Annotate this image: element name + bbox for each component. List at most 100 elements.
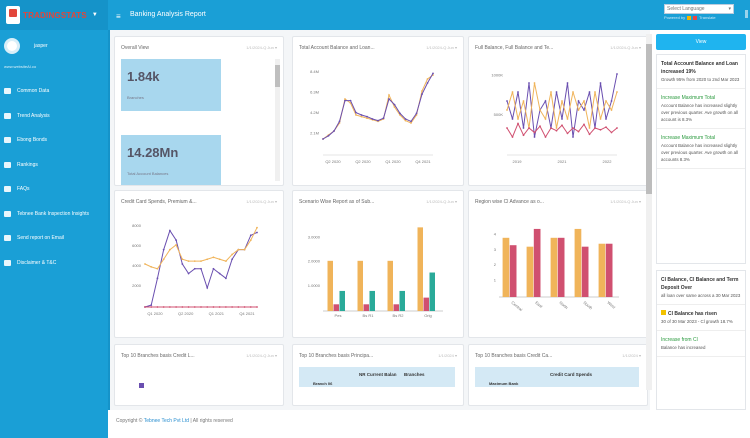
data-point[interactable] bbox=[399, 112, 401, 115]
data-point[interactable] bbox=[256, 226, 258, 229]
data-point[interactable] bbox=[599, 118, 602, 120]
data-point[interactable] bbox=[193, 306, 196, 308]
card-menu-dropdown[interactable]: 1/1/2024 ▾ bbox=[622, 353, 641, 358]
data-point[interactable] bbox=[162, 258, 165, 261]
sidebar-item-6[interactable]: Send report on Email bbox=[0, 226, 108, 251]
data-point[interactable] bbox=[517, 91, 519, 93]
language-select[interactable]: Select Language ▾ bbox=[664, 4, 734, 14]
card-menu-dropdown[interactable]: 1/1/2024-Q Jun ▾ bbox=[246, 199, 277, 204]
data-point[interactable] bbox=[150, 306, 153, 308]
data-point[interactable] bbox=[588, 127, 591, 129]
bar-red[interactable] bbox=[509, 245, 517, 297]
data-point[interactable] bbox=[555, 127, 558, 129]
data-point[interactable] bbox=[187, 306, 190, 308]
data-point[interactable] bbox=[421, 90, 423, 92]
data-point[interactable] bbox=[561, 118, 563, 120]
data-point[interactable] bbox=[187, 272, 190, 275]
table-column-header[interactable]: NR Current Balan bbox=[359, 372, 397, 377]
data-point[interactable] bbox=[355, 114, 357, 116]
data-point[interactable] bbox=[249, 239, 252, 242]
sidebar-item-5[interactable]: Tebnee Bank Inspection Insights bbox=[0, 202, 108, 227]
data-point[interactable] bbox=[231, 258, 234, 261]
main-scrollbar[interactable] bbox=[646, 34, 652, 390]
data-point[interactable] bbox=[561, 100, 563, 102]
data-point[interactable] bbox=[168, 306, 171, 308]
data-point[interactable] bbox=[583, 109, 585, 111]
data-point[interactable] bbox=[426, 82, 429, 84]
bar-B[interactable] bbox=[363, 304, 370, 311]
insight-item[interactable]: Cl Balance has risen 30 of 30 Mar 2023 - … bbox=[657, 305, 745, 331]
bar-A[interactable] bbox=[357, 260, 364, 311]
sidebar-item-7[interactable]: Disclaimer & T&C bbox=[0, 251, 108, 276]
data-point[interactable] bbox=[415, 112, 418, 115]
bar-orange[interactable] bbox=[598, 243, 606, 297]
logo[interactable]: TRADINGSTATS ▼ bbox=[0, 0, 108, 30]
data-point[interactable] bbox=[605, 100, 607, 102]
card-menu-dropdown[interactable]: 1/1/2024-Q Jun ▾ bbox=[610, 45, 641, 50]
data-point[interactable] bbox=[388, 98, 390, 100]
bar-orange[interactable] bbox=[550, 237, 558, 297]
data-point[interactable] bbox=[426, 78, 429, 80]
data-point[interactable] bbox=[550, 91, 552, 93]
data-point[interactable] bbox=[555, 129, 558, 132]
data-point[interactable] bbox=[218, 306, 221, 308]
data-point[interactable] bbox=[577, 100, 580, 102]
insight-item[interactable]: Increase Maximum Total Account Balance ha… bbox=[657, 89, 745, 129]
data-point[interactable] bbox=[539, 125, 541, 128]
card-menu-dropdown[interactable]: 1/1/2024-Q Jun ▾ bbox=[610, 199, 641, 204]
insight-item[interactable]: Cl Balance, Cl Balance and Term Deposit … bbox=[657, 271, 745, 305]
bar-C[interactable] bbox=[429, 272, 436, 311]
bar-red[interactable] bbox=[557, 237, 565, 297]
data-point[interactable] bbox=[249, 234, 252, 237]
bar-C[interactable] bbox=[399, 290, 406, 311]
data-point[interactable] bbox=[511, 118, 514, 120]
data-point[interactable] bbox=[206, 286, 209, 289]
data-point[interactable] bbox=[599, 128, 602, 131]
data-point[interactable] bbox=[583, 100, 585, 102]
data-point[interactable] bbox=[175, 239, 178, 242]
user-profile[interactable]: jasper bbox=[0, 30, 108, 58]
data-point[interactable] bbox=[212, 256, 215, 259]
data-point[interactable] bbox=[517, 118, 519, 120]
data-point[interactable] bbox=[150, 304, 153, 306]
data-point[interactable] bbox=[533, 131, 536, 134]
data-point[interactable] bbox=[533, 136, 536, 138]
bar-A[interactable] bbox=[327, 260, 334, 311]
data-point[interactable] bbox=[181, 263, 184, 265]
data-point[interactable] bbox=[594, 91, 596, 93]
data-point[interactable] bbox=[393, 103, 396, 106]
data-point[interactable] bbox=[344, 99, 346, 102]
data-point[interactable] bbox=[150, 265, 153, 268]
data-point[interactable] bbox=[224, 260, 227, 263]
data-point[interactable] bbox=[572, 136, 574, 138]
data-point[interactable] bbox=[156, 277, 159, 280]
data-point[interactable] bbox=[156, 267, 159, 270]
table-column-header[interactable]: Branches bbox=[404, 372, 425, 377]
data-point[interactable] bbox=[544, 118, 547, 120]
data-point[interactable] bbox=[393, 106, 396, 108]
data-point[interactable] bbox=[544, 100, 547, 102]
sidebar-item-4[interactable]: FAQs bbox=[0, 177, 108, 202]
data-point[interactable] bbox=[156, 306, 159, 308]
data-point[interactable] bbox=[200, 306, 202, 308]
data-point[interactable] bbox=[506, 109, 508, 111]
data-point[interactable] bbox=[522, 134, 525, 137]
data-point[interactable] bbox=[231, 306, 234, 308]
data-point[interactable] bbox=[616, 127, 618, 129]
data-point[interactable] bbox=[237, 306, 240, 308]
data-point[interactable] bbox=[243, 306, 246, 308]
footer-company-link[interactable]: Tebnee Tech Pvt Ltd bbox=[143, 418, 189, 424]
data-point[interactable] bbox=[616, 73, 618, 75]
bar-B[interactable] bbox=[393, 304, 400, 311]
bar-red[interactable] bbox=[581, 246, 589, 297]
data-point[interactable] bbox=[572, 91, 574, 93]
data-point[interactable] bbox=[610, 131, 613, 134]
main-scrollbar-thumb[interactable] bbox=[646, 44, 652, 194]
bar-C[interactable] bbox=[339, 290, 346, 311]
data-point[interactable] bbox=[566, 132, 569, 135]
card-menu-dropdown[interactable]: 1/1/2024-Q Jun ▾ bbox=[246, 45, 277, 50]
data-point[interactable] bbox=[144, 263, 146, 265]
data-point[interactable] bbox=[187, 260, 190, 263]
data-point[interactable] bbox=[322, 138, 324, 140]
data-point[interactable] bbox=[338, 120, 341, 123]
